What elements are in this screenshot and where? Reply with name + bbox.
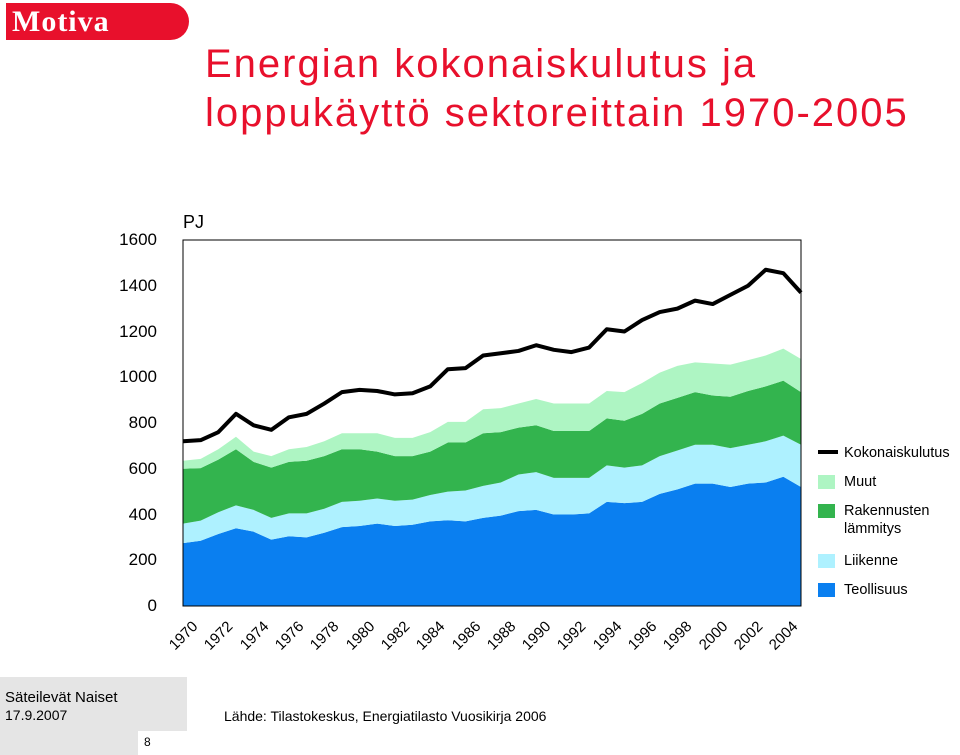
legend-label: Rakennusten lämmitys xyxy=(844,503,930,537)
area-rakennusten-l-mmitys xyxy=(183,380,801,524)
area-muut xyxy=(183,348,801,469)
y-tick-label: 400 xyxy=(128,504,157,524)
legend-item-liikenne: Liikenne xyxy=(818,552,960,581)
page-number: 8 xyxy=(144,735,151,749)
y-axis-unit: PJ xyxy=(183,212,205,232)
y-tick-label: 1400 xyxy=(119,275,157,295)
y-tick-label: 1600 xyxy=(119,230,157,249)
area-liikenne xyxy=(183,435,801,544)
y-tick-label: 200 xyxy=(128,550,157,570)
plot-frame xyxy=(182,239,802,607)
legend-label: Kokonaiskulutus xyxy=(844,445,950,461)
footer-title: Säteilevät Naiset xyxy=(5,689,118,706)
legend-swatch-line xyxy=(818,450,838,454)
total-consumption-line xyxy=(182,267,803,444)
area-teollisuus xyxy=(183,476,801,606)
legend-item-muut: Muut xyxy=(818,473,960,502)
y-tick-label: 600 xyxy=(128,458,157,478)
legend-swatch-muut xyxy=(818,475,835,489)
y-tick-label: 800 xyxy=(128,413,157,432)
y-tick-label: 0 xyxy=(147,596,157,615)
legend-label: Muut xyxy=(844,474,877,490)
legend-label: Liikenne xyxy=(844,553,899,569)
legend-item-kokonaiskulutus: Kokonaiskulutus xyxy=(818,444,960,473)
page-title: Energian kokonaiskulutus ja loppukäyttö … xyxy=(205,42,909,135)
legend-swatch-teollisuus xyxy=(818,583,835,597)
y-tick-label: 1000 xyxy=(119,367,157,387)
y-tick-label: 1200 xyxy=(119,321,157,341)
legend-swatch-rakennusten-lammitys xyxy=(818,504,835,518)
source-note: Lähde: Tilastokeskus, Energiatilasto Vuo… xyxy=(224,708,547,724)
motiva-logo: Motiva xyxy=(6,3,189,40)
legend-label: Teollisuus xyxy=(844,582,908,598)
legend-swatch-liikenne xyxy=(818,554,835,568)
legend-item-teollisuus: Teollisuus xyxy=(818,581,960,610)
footer-date: 17.9.2007 xyxy=(5,707,68,723)
legend-item-rakennusten-lammitys: Rakennusten lämmitys xyxy=(818,502,960,552)
page-number-box xyxy=(138,731,187,755)
chart-legend: Kokonaiskulutus Muut Rakennusten lämmity… xyxy=(818,444,960,610)
